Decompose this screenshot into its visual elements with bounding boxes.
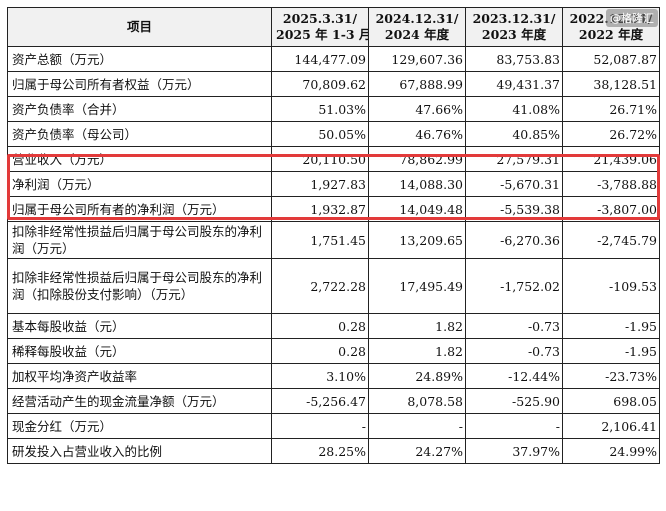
cell-value: -0.73 xyxy=(465,313,563,339)
cell-value: -1.95 xyxy=(562,338,660,364)
cell-value: 17,495.49 xyxy=(368,258,466,314)
row-label: 研发投入占营业收入的比例 xyxy=(7,438,272,464)
cell-value: -0.73 xyxy=(465,338,563,364)
cell-value: 8,078.58 xyxy=(368,388,466,414)
cell-value: 47.66% xyxy=(368,96,466,122)
cell-value: - xyxy=(368,413,466,439)
cell-value: -5,256.47 xyxy=(271,388,369,414)
row-label: 净利润（万元） xyxy=(7,171,272,197)
cell-value: - xyxy=(465,413,563,439)
table-row: 研发投入占营业收入的比例 28.25% 24.27% 37.97% 24.99% xyxy=(7,438,660,464)
cell-value: 49,431.37 xyxy=(465,71,563,97)
cell-value: 83,753.83 xyxy=(465,46,563,72)
cell-value: 698.05 xyxy=(562,388,660,414)
table-row: 现金分红（万元） - - - 2,106.41 xyxy=(7,413,660,439)
cell-value: -5,539.38 xyxy=(465,196,563,222)
table-row: 稀释每股收益（元） 0.28 1.82 -0.73 -1.95 xyxy=(7,338,660,364)
cell-value: -23.73% xyxy=(562,363,660,389)
cell-value: 144,477.09 xyxy=(271,46,369,72)
cell-value: -109.53 xyxy=(562,258,660,314)
table-row: 扣除非经常性损益后归属于母公司股东的净利润（万元） 1,751.45 13,20… xyxy=(7,221,660,259)
row-label: 基本每股收益（元） xyxy=(7,313,272,339)
cell-value: 1.82 xyxy=(368,338,466,364)
cell-value: 20,110.50 xyxy=(271,146,369,172)
table-header-row: 项目 2025.3.31/ 2025 年 1-3 月 2024.12.31/ 2… xyxy=(7,7,660,47)
cell-value: 37.97% xyxy=(465,438,563,464)
cell-value: -5,670.31 xyxy=(465,171,563,197)
cell-value: 46.76% xyxy=(368,121,466,147)
cell-value: -1.95 xyxy=(562,313,660,339)
cell-value: 41.08% xyxy=(465,96,563,122)
cell-value: 14,049.48 xyxy=(368,196,466,222)
row-label: 资产总额（万元） xyxy=(7,46,272,72)
row-label: 稀释每股收益（元） xyxy=(7,338,272,364)
row-label: 现金分红（万元） xyxy=(7,413,272,439)
cell-value: -525.90 xyxy=(465,388,563,414)
row-label: 扣除非经常性损益后归属于母公司股东的净利润（扣除股份支付影响）（万元） xyxy=(7,258,272,314)
cell-value: 1,932.87 xyxy=(271,196,369,222)
cell-value: -3,788.88 xyxy=(562,171,660,197)
cell-value: 2,106.41 xyxy=(562,413,660,439)
cell-value: 52,087.87 xyxy=(562,46,660,72)
financial-table-sheet: 项目 2025.3.31/ 2025 年 1-3 月 2024.12.31/ 2… xyxy=(7,7,660,504)
cell-value: -2,745.79 xyxy=(562,221,660,259)
row-label: 归属于母公司所有者权益（万元） xyxy=(7,71,272,97)
cell-value: 24.99% xyxy=(562,438,660,464)
header-item: 项目 xyxy=(7,7,272,47)
cell-value: 51.03% xyxy=(271,96,369,122)
row-label: 加权平均净资产收益率 xyxy=(7,363,272,389)
cell-value: 70,809.62 xyxy=(271,71,369,97)
cell-value: 14,088.30 xyxy=(368,171,466,197)
cell-value: 78,862.99 xyxy=(368,146,466,172)
row-label: 营业收入（万元） xyxy=(7,146,272,172)
cell-value: 0.28 xyxy=(271,313,369,339)
table-row: 加权平均净资产收益率 3.10% 24.89% -12.44% -23.73% xyxy=(7,363,660,389)
row-label: 资产负债率（母公司） xyxy=(7,121,272,147)
table-row: 资产负债率（合并） 51.03% 47.66% 41.08% 26.71% xyxy=(7,96,660,122)
financial-indicators-table: 项目 2025.3.31/ 2025 年 1-3 月 2024.12.31/ 2… xyxy=(7,7,660,464)
cell-value: 3.10% xyxy=(271,363,369,389)
cell-value: -12.44% xyxy=(465,363,563,389)
cell-value: 26.71% xyxy=(562,96,660,122)
table-row-revenue: 营业收入（万元） 20,110.50 78,862.99 27,579.31 2… xyxy=(7,146,660,172)
table-row: 资产负债率（母公司） 50.05% 46.76% 40.85% 26.72% xyxy=(7,121,660,147)
cell-value: 129,607.36 xyxy=(368,46,466,72)
table-row-net-profit: 净利润（万元） 1,927.83 14,088.30 -5,670.31 -3,… xyxy=(7,171,660,197)
row-label: 归属于母公司所有者的净利润（万元） xyxy=(7,196,272,222)
cell-value: 13,209.65 xyxy=(368,221,466,259)
cell-value: 50.05% xyxy=(271,121,369,147)
cell-value: 1,927.83 xyxy=(271,171,369,197)
row-label: 资产负债率（合并） xyxy=(7,96,272,122)
cell-value: - xyxy=(271,413,369,439)
cell-value: 24.89% xyxy=(368,363,466,389)
table-row: 归属于母公司所有者权益（万元） 70,809.62 67,888.99 49,4… xyxy=(7,71,660,97)
cell-value: 21,439.06 xyxy=(562,146,660,172)
cell-value: -6,270.36 xyxy=(465,221,563,259)
watermark: @格隆汇 xyxy=(606,9,658,27)
cell-value: -3,807.00 xyxy=(562,196,660,222)
table-row: 基本每股收益（元） 0.28 1.82 -0.73 -1.95 xyxy=(7,313,660,339)
cell-value: 67,888.99 xyxy=(368,71,466,97)
cell-value: 0.28 xyxy=(271,338,369,364)
cell-value: -1,752.02 xyxy=(465,258,563,314)
cell-value: 1.82 xyxy=(368,313,466,339)
table-row: 资产总额（万元） 144,477.09 129,607.36 83,753.83… xyxy=(7,46,660,72)
header-2023: 2023.12.31/ 2023 年度 xyxy=(465,7,563,47)
row-label: 扣除非经常性损益后归属于母公司股东的净利润（万元） xyxy=(7,221,272,259)
cell-value: 40.85% xyxy=(465,121,563,147)
table-row: 经营活动产生的现金流量净额（万元） -5,256.47 8,078.58 -52… xyxy=(7,388,660,414)
cell-value: 27,579.31 xyxy=(465,146,563,172)
table-row: 归属于母公司所有者的净利润（万元） 1,932.87 14,049.48 -5,… xyxy=(7,196,660,222)
table-row: 扣除非经常性损益后归属于母公司股东的净利润（扣除股份支付影响）（万元） 2,72… xyxy=(7,258,660,314)
cell-value: 38,128.51 xyxy=(562,71,660,97)
header-2024: 2024.12.31/ 2024 年度 xyxy=(368,7,466,47)
cell-value: 2,722.28 xyxy=(271,258,369,314)
cell-value: 28.25% xyxy=(271,438,369,464)
cell-value: 24.27% xyxy=(368,438,466,464)
header-2025q1: 2025.3.31/ 2025 年 1-3 月 xyxy=(271,7,369,47)
cell-value: 26.72% xyxy=(562,121,660,147)
row-label: 经营活动产生的现金流量净额（万元） xyxy=(7,388,272,414)
cell-value: 1,751.45 xyxy=(271,221,369,259)
